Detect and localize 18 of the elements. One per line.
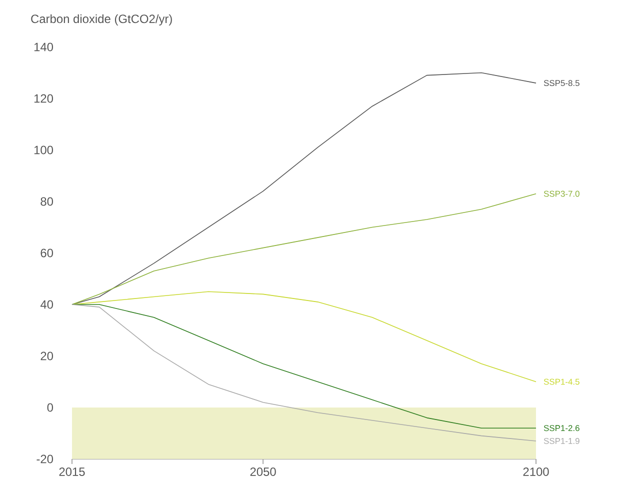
series-label: SSP1-4.5 (544, 378, 580, 385)
series-label: SSP1-2.6 (544, 425, 580, 432)
series-label: SSP5-8.5 (544, 80, 580, 86)
y-tick-label: 40 (40, 300, 54, 309)
y-tick-label: 140 (34, 42, 54, 52)
y-tick-label: 0 (47, 403, 54, 412)
series-label: SSP1-1.9 (544, 438, 580, 444)
y-axis-title: Carbon dioxide (GtCO2/yr) (31, 14, 172, 26)
y-tick-label: 80 (40, 197, 54, 206)
x-tick-label: 2050 (250, 468, 276, 476)
y-tick-label: 120 (34, 94, 54, 103)
series-label: SSP3-7.0 (544, 190, 580, 197)
x-tick-label: 2100 (523, 468, 549, 476)
x-tick-label: 2015 (59, 468, 85, 476)
y-tick-label: 60 (40, 248, 54, 258)
y-tick-label: 100 (34, 146, 54, 154)
y-tick-label: 20 (40, 352, 54, 360)
y-tick-label: -20 (36, 454, 54, 464)
